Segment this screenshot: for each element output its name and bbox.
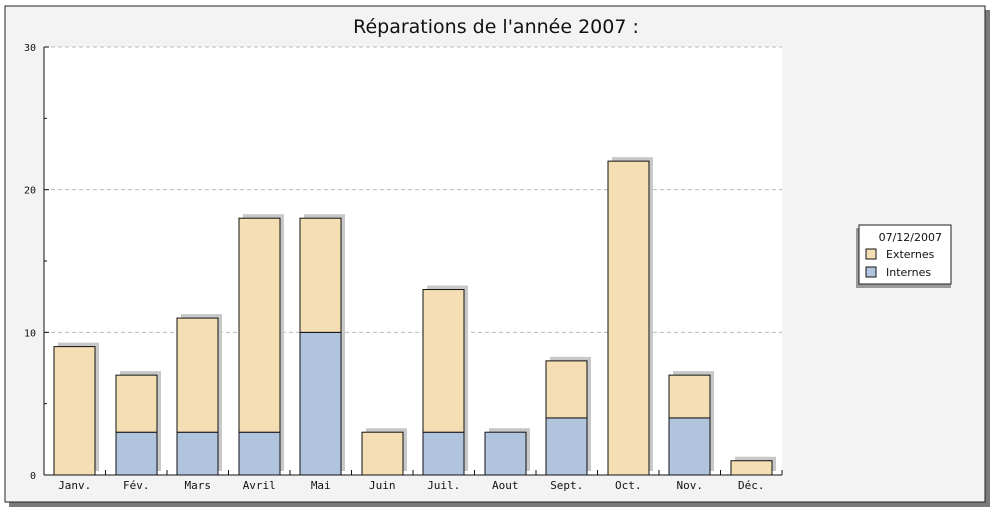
bar-internes-1 bbox=[115, 431, 158, 476]
x-tick-label-0: Janv. bbox=[58, 479, 91, 492]
x-tick-label-7: Aout bbox=[492, 479, 519, 492]
legend-swatch-externes bbox=[865, 248, 877, 260]
x-tick-label-2: Mars bbox=[185, 479, 212, 492]
bar-externes-3 bbox=[238, 217, 281, 433]
x-tick-label-9: Oct. bbox=[615, 479, 642, 492]
y-tick-label-0: 0 bbox=[30, 471, 36, 482]
legend-label-internes: Internes bbox=[886, 266, 931, 279]
x-tick-label-10: Nov. bbox=[677, 479, 704, 492]
legend-label-externes: Externes bbox=[886, 248, 935, 261]
chart-title: Réparations de l'année 2007 : bbox=[353, 16, 639, 38]
legend-swatch-internes bbox=[865, 266, 877, 278]
bar-externes-9 bbox=[607, 160, 650, 476]
bar-externes-4 bbox=[299, 217, 342, 333]
bar-internes-6 bbox=[422, 431, 465, 476]
bar-internes-4 bbox=[299, 331, 342, 476]
bar-externes-2 bbox=[176, 317, 219, 433]
y-tick-label-20: 20 bbox=[24, 186, 36, 197]
legend: 07/12/2007 Externes Internes bbox=[856, 224, 952, 288]
y-tick-label-10: 10 bbox=[24, 328, 36, 339]
grid-layer bbox=[44, 46, 782, 333]
bar-internes-8 bbox=[545, 417, 588, 476]
bar-externes-10 bbox=[668, 374, 711, 419]
bar-externes-8 bbox=[545, 360, 588, 419]
bar-internes-3 bbox=[238, 431, 281, 476]
bars-layer bbox=[53, 157, 776, 476]
y-tick-label-30: 30 bbox=[24, 43, 36, 54]
x-tick-label-3: Avril bbox=[243, 479, 276, 492]
x-tick-label-6: Juil. bbox=[427, 479, 460, 492]
bar-externes-1 bbox=[115, 374, 158, 433]
x-tick-label-8: Sept. bbox=[550, 479, 583, 492]
bar-internes-2 bbox=[176, 431, 219, 476]
bar-internes-10 bbox=[668, 417, 711, 476]
bar-externes-5 bbox=[361, 431, 404, 476]
x-tick-label-11: Déc. bbox=[738, 479, 765, 492]
x-tick-label-1: Fév. bbox=[123, 479, 150, 492]
x-tick-label-4: Mai bbox=[311, 479, 331, 492]
x-tick-label-5: Juin bbox=[369, 479, 396, 492]
bar-externes-6 bbox=[422, 289, 465, 433]
bar-externes-11 bbox=[730, 460, 773, 476]
bar-internes-7 bbox=[484, 431, 527, 476]
bar-externes-0 bbox=[53, 346, 96, 476]
axis-layer: 0 10 20 30 Janv. Fév. Mars Avril Mai Juin Juil. Aou… bbox=[24, 43, 783, 492]
plot-area bbox=[44, 47, 782, 475]
legend-title: 07/12/2007 bbox=[879, 231, 942, 244]
